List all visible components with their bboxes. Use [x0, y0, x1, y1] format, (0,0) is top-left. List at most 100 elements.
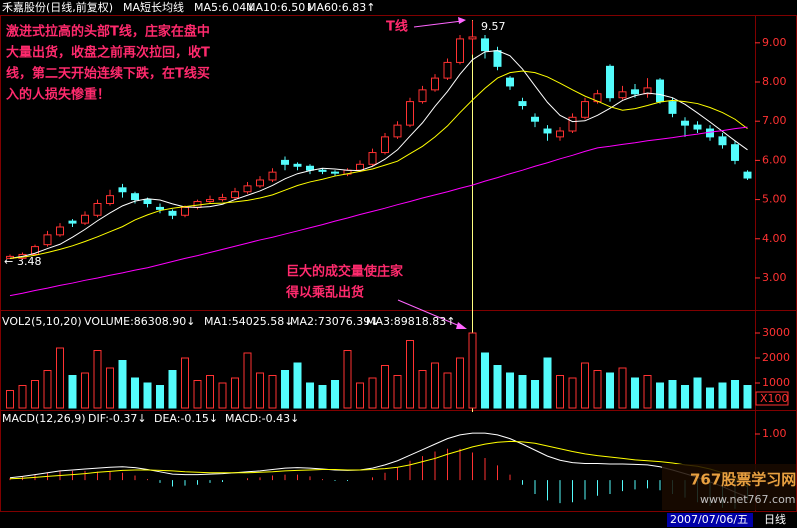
line: [9, 70, 748, 259]
t-label: T线: [386, 19, 408, 35]
arrow: [413, 20, 463, 28]
candle-body: [456, 38, 464, 63]
y-tick-label: 6.00: [762, 153, 787, 166]
volume-note: 得以乘乱出货: [285, 285, 364, 301]
volume-bar: [256, 372, 264, 409]
period: 日线: [764, 512, 786, 526]
candle-body: [556, 130, 564, 138]
line: [9, 432, 748, 498]
volume-bar: [618, 367, 627, 409]
volume-bar: [593, 370, 602, 409]
legend-entry: MA60:6.83↑: [307, 1, 375, 14]
volume-bar: [143, 382, 152, 409]
candle-body: [256, 179, 264, 187]
volume-bar: [506, 372, 514, 409]
candle-body: [168, 210, 177, 216]
candle-body: [43, 234, 52, 246]
legend-entry: VOLUME:86308.90↓: [84, 315, 195, 328]
volume-bar: [331, 380, 339, 409]
candle-body: [631, 89, 639, 95]
volume-bar: [643, 375, 652, 409]
candle-body: [668, 101, 677, 114]
candle-body: [281, 159, 289, 165]
volume-bar: [393, 375, 402, 409]
volume-bar: [656, 382, 664, 409]
volume-bar: [131, 377, 139, 409]
volume-bar: [168, 370, 177, 409]
note-line: 线，第二天开始连续下跌，在T线买: [6, 66, 210, 82]
candle-body: [318, 169, 327, 172]
volume-bar: [681, 385, 689, 409]
line: [9, 50, 748, 259]
line: [9, 440, 748, 488]
candle-body: [606, 65, 614, 99]
candle-body: [581, 101, 589, 118]
note: 激进式拉高的头部T线，庄家在盘中 大量出货，收盘之前再次拉回，收T 线，第二天开…: [6, 24, 210, 103]
candle-body: [656, 79, 664, 103]
volume-bar: [156, 385, 164, 409]
candle-body: [143, 199, 152, 205]
volume-bar: [18, 385, 27, 409]
volume-bar: [706, 387, 714, 409]
candle-body: [31, 246, 39, 255]
candle-body: [381, 136, 389, 154]
candle-body: [481, 38, 489, 52]
candle-body: [431, 77, 439, 91]
candle-body: [181, 206, 189, 216]
candle-body: [68, 220, 77, 224]
candle-body: [131, 193, 139, 201]
volume-bar: [93, 350, 102, 409]
volume-bar: [243, 352, 252, 409]
volume-bar: [468, 332, 477, 409]
volume-bar: [493, 365, 502, 409]
volume-bar: [43, 370, 52, 409]
candle-body: [543, 128, 552, 134]
volume-bar: [293, 362, 302, 409]
volume-bar: [68, 375, 77, 409]
y-tick-label: 3000: [762, 326, 790, 339]
volume-bar: [543, 357, 552, 409]
volume-bar: [743, 385, 752, 409]
volume-bar: [118, 360, 127, 409]
arrow-head: [458, 17, 466, 24]
candle-body: [443, 61, 452, 79]
volume-bar: [343, 350, 352, 409]
volume-bar: [668, 380, 677, 409]
volume-bar: [381, 365, 389, 409]
note-line: 激进式拉高的头部T线，庄家在盘中: [6, 24, 210, 40]
chart-title: 禾嘉股份(日线,前复权): [2, 0, 113, 14]
volume-bar: [456, 357, 464, 409]
watermark: 767股票学习网 www.net767.com: [662, 464, 796, 510]
volume-bar: [218, 382, 227, 409]
y-tick-label: 9.00: [762, 36, 787, 49]
volume-bar: [106, 367, 114, 409]
candle-body: [681, 120, 689, 126]
unit-label: X100: [760, 392, 789, 405]
legend-entry: MA1:54025.58↓: [204, 315, 293, 328]
line: [9, 126, 748, 297]
volume-bar: [81, 372, 89, 409]
volume-bar: [693, 377, 702, 409]
candle-body: [243, 185, 252, 193]
y-tick-label: 3.00: [762, 271, 787, 284]
candle-body: [331, 171, 339, 174]
note-line: 入的人损失惨重！: [6, 87, 110, 103]
candle-body: [56, 226, 64, 236]
current-date: 2007/07/06/五: [670, 513, 748, 526]
volume-bar: [581, 362, 589, 409]
watermark-name: 767股票学习网: [690, 471, 796, 489]
volume-bar: [6, 390, 14, 409]
legend-entry: MACD:-0.43↓: [225, 412, 299, 425]
volume-note: 巨大的成交量使庄家: [286, 264, 404, 280]
candle-body: [93, 203, 102, 216]
macd-title: MACD(12,26,9): [2, 412, 86, 425]
candle-body: [106, 195, 114, 204]
volume-bar: [368, 377, 377, 409]
date-box: [667, 513, 753, 527]
candle-body: [506, 77, 514, 87]
frame: [0, 15, 797, 512]
candle-body: [618, 91, 627, 99]
legend-entry: MA3:89818.83↑: [366, 315, 455, 328]
candle-body: [731, 144, 739, 161]
